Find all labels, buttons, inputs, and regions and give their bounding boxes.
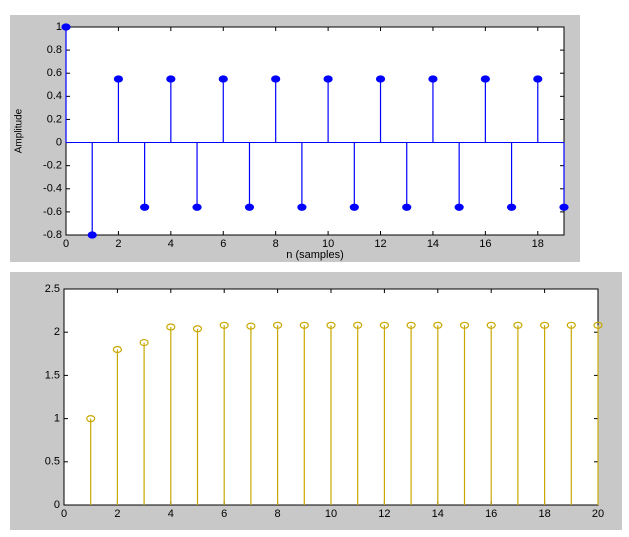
y-tick-label: 0.2	[47, 113, 62, 125]
y-tick-label: 0	[54, 499, 60, 511]
stem-marker	[353, 321, 363, 329]
y-tick-label: -0.4	[43, 183, 62, 195]
stem-marker	[192, 203, 202, 211]
stem-marker	[246, 322, 256, 330]
stem-marker	[406, 321, 416, 329]
stem-marker	[61, 23, 71, 31]
stem-marker	[140, 203, 150, 211]
x-tick-label: 20	[592, 508, 604, 520]
stem-marker	[593, 321, 603, 329]
x-tick-label: 0	[63, 238, 69, 250]
stem-marker	[86, 415, 96, 423]
y-tick-label: 1.5	[45, 369, 60, 381]
x-tick-label: 4	[168, 238, 174, 250]
y-tick-label: 0	[56, 136, 62, 148]
y-tick-label: 1	[56, 21, 62, 33]
plot-area	[65, 26, 565, 236]
stem-marker	[506, 203, 517, 211]
stem-marker	[192, 325, 203, 333]
x-tick-label: 14	[432, 508, 444, 520]
x-tick-label: 12	[374, 238, 386, 250]
y-axis-label: Amplitude	[14, 108, 25, 153]
stem-marker	[379, 321, 389, 329]
x-tick-label: 4	[168, 508, 174, 520]
y-tick-label: 0.6	[47, 67, 62, 79]
stem-marker	[273, 321, 283, 329]
y-tick-label: 0.5	[45, 456, 60, 468]
x-tick-label: 10	[322, 238, 334, 250]
stem-marker	[428, 75, 438, 83]
stem-marker	[533, 75, 543, 83]
stem-marker	[459, 321, 470, 329]
stem-marker	[271, 75, 281, 83]
stem-marker	[566, 321, 576, 329]
x-tick-label: 10	[325, 508, 337, 520]
x-tick-label: 16	[485, 508, 497, 520]
stem-marker	[219, 321, 229, 329]
x-tick-label: 8	[273, 238, 279, 250]
y-tick-label: -0.8	[43, 229, 62, 241]
stem-marker	[480, 75, 490, 83]
x-tick-label: 14	[427, 238, 439, 250]
x-axis-label: n (samples)	[286, 249, 343, 261]
stem-marker	[244, 203, 255, 211]
x-tick-label: 18	[532, 238, 544, 250]
y-tick-label: -0.2	[43, 160, 62, 172]
x-tick-label: 6	[221, 508, 227, 520]
x-tick-label: 16	[479, 238, 491, 250]
stem-marker	[349, 203, 359, 211]
stem-marker	[113, 75, 124, 83]
x-tick-label: 6	[220, 238, 226, 250]
y-tick-label: 1	[54, 413, 60, 425]
stem-marker	[299, 321, 309, 329]
x-tick-label: 18	[538, 508, 550, 520]
x-tick-label: 2	[115, 238, 121, 250]
stem-marker	[375, 75, 386, 83]
stem-marker	[218, 75, 228, 83]
stem-marker	[297, 203, 307, 211]
y-tick-label: 2	[54, 326, 60, 338]
x-tick-label: 8	[275, 508, 281, 520]
stem-marker	[112, 345, 123, 354]
stem-marker	[323, 75, 333, 83]
y-tick-label: 2.5	[45, 283, 60, 295]
stem-marker	[513, 321, 523, 329]
y-tick-label: -0.6	[43, 206, 62, 218]
stem-marker	[433, 321, 443, 329]
x-tick-label: 12	[378, 508, 390, 520]
stem-marker	[454, 203, 464, 211]
stem-marker	[87, 231, 97, 239]
stem-marker	[139, 338, 149, 347]
stem-marker	[539, 321, 550, 329]
y-tick-label: 0.4	[47, 90, 62, 102]
stem-marker	[486, 321, 496, 329]
x-tick-label: 2	[114, 508, 120, 520]
stem-marker	[402, 203, 412, 211]
stem-marker	[559, 203, 569, 211]
y-tick-label: 0.8	[47, 44, 62, 56]
stem-marker	[326, 321, 336, 329]
x-tick-label: 0	[61, 508, 67, 520]
stem-marker	[166, 75, 176, 83]
stem-marker	[166, 323, 176, 331]
